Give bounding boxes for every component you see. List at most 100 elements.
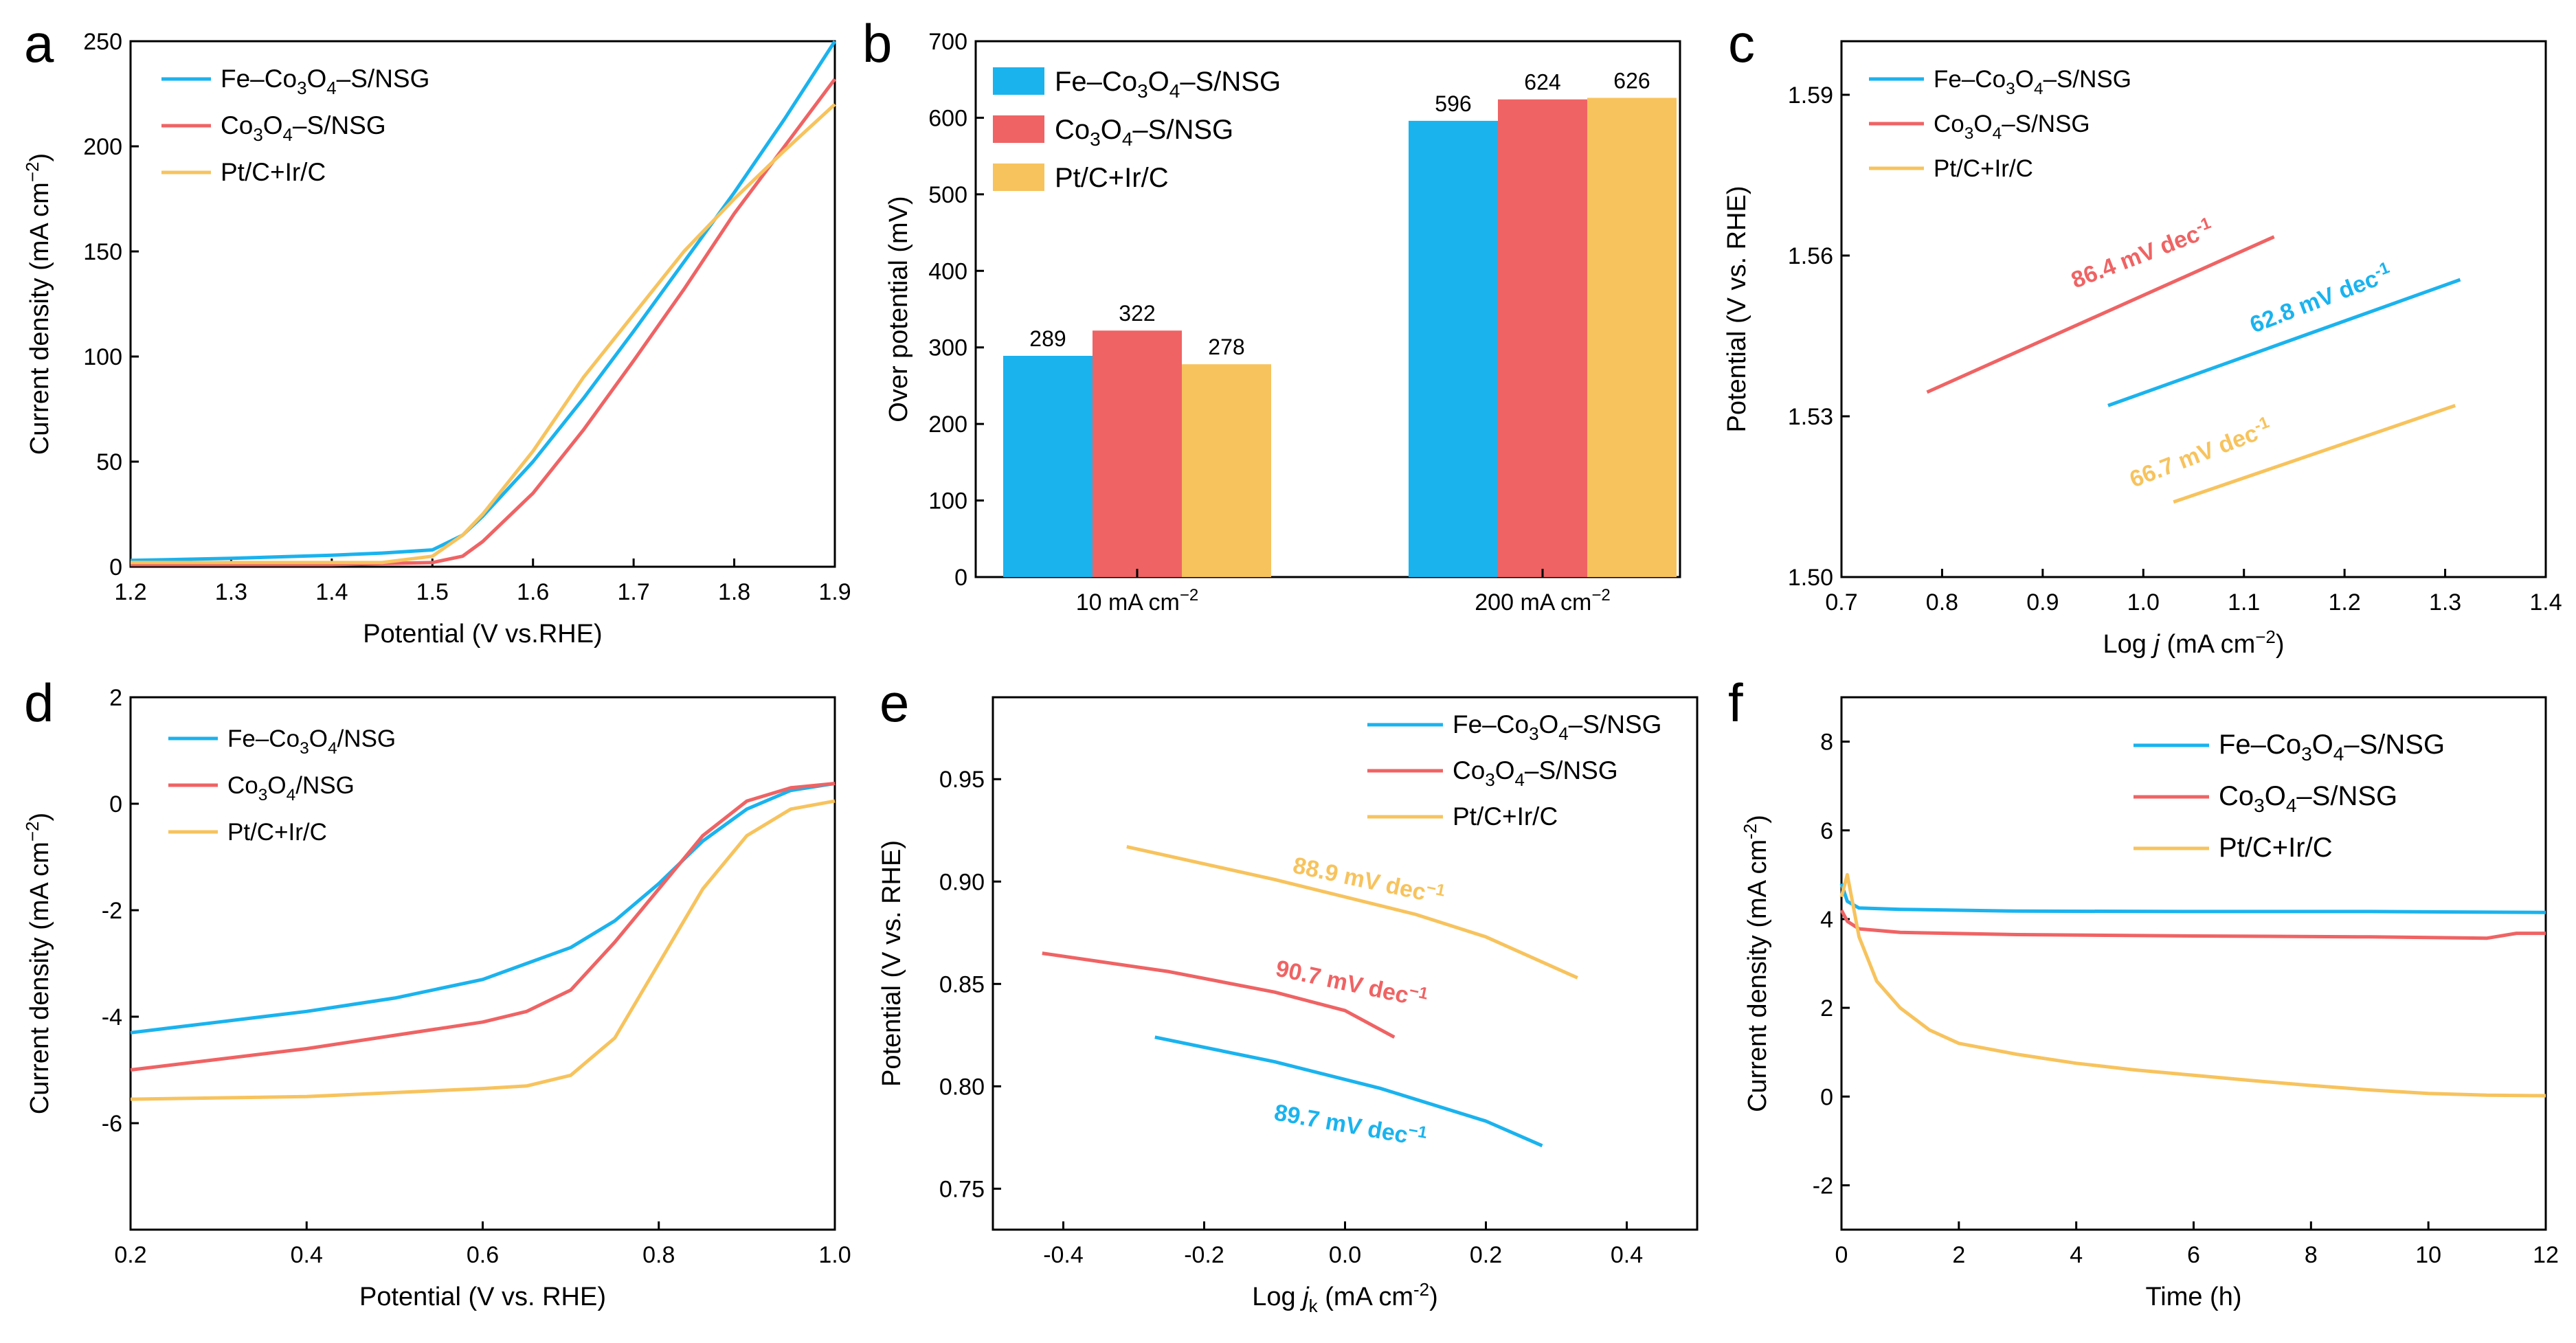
panel-letter: b (862, 13, 892, 74)
x-tick-label: -0.4 (1043, 1242, 1084, 1268)
x-tick-label: 0.7 (1825, 589, 1857, 616)
legend-sub: 4 (326, 79, 336, 98)
y-tick-label: 500 (928, 182, 967, 208)
slope-annotation: 88.9 mV dec−1 (1290, 850, 1447, 910)
legend-text: –S/NSG (1525, 756, 1618, 785)
legend-text: Fe–Co (227, 725, 300, 752)
legend-entry: Pt/C+Ir/C (1453, 802, 1558, 831)
y-tick-label: 0.80 (939, 1074, 985, 1100)
bar-value-label: 289 (1029, 326, 1066, 351)
y-tick-label: 2 (1820, 995, 1833, 1022)
series-line (1926, 235, 2275, 394)
slope-annotation: 89.7 mV dec−1 (1273, 1098, 1429, 1152)
category-sup: −2 (1591, 586, 1610, 605)
y-tick-label: 0 (109, 554, 122, 580)
category-text: 10 mA cm (1076, 589, 1180, 616)
x-tick-label: 0.2 (1470, 1242, 1502, 1268)
legend-entry: Co3O4–S/NSG (1934, 111, 2090, 143)
legend-sub: 4 (2333, 743, 2344, 765)
legend-text: –S/NSG (2344, 730, 2445, 760)
legend-text: O (1538, 710, 1558, 738)
legend-text: O (1148, 67, 1169, 97)
panel-letter: a (24, 13, 54, 74)
y-label-end: ) (25, 813, 54, 822)
slope-annotation: 62.8 mV dec-1 (2245, 258, 2395, 338)
legend-sub: 3 (2254, 795, 2265, 816)
y-tick-label: 0.95 (939, 767, 985, 793)
legend-text: O (267, 772, 286, 799)
x-axis-label: Potential (V vs. RHE) (359, 1283, 606, 1311)
x-category-label: 200 mA cm−2 (1475, 586, 1610, 616)
legend-text: –S/NSG (2002, 111, 2090, 137)
panel-d: d 0.2 0.4 0.6 0.8 1.0 -6 -4 -2 0 2 Potential (V vs.… (22, 673, 851, 1311)
legend-entry: Pt/C+Ir/C (2219, 833, 2333, 863)
legend-sub: 3 (300, 739, 309, 758)
y-tick-label: -2 (102, 898, 122, 924)
x-tick-label: 1.9 (818, 579, 851, 605)
panel-f: f 0 2 4 6 8 10 12 -2 0 2 4 6 8 Time (h) Current density… (1728, 673, 2559, 1311)
slope-text: 89.7 mV dec (1273, 1099, 1410, 1149)
y-tick-label: 100 (83, 344, 122, 370)
slope-sup: −1 (1425, 879, 1447, 901)
legend-sub: 4 (1558, 725, 1568, 744)
legend-text: O (1495, 756, 1515, 785)
legend-sub: 3 (258, 786, 268, 804)
y-tick-label: 700 (928, 29, 967, 55)
legend-text: –S/NSG (2296, 781, 2397, 811)
series-line (130, 40, 837, 563)
bar (1409, 120, 1498, 577)
x-tick-label: 1.0 (2127, 589, 2160, 616)
legend-entry: Pt/C+Ir/C (227, 819, 327, 846)
y-tick-label: 0.75 (939, 1176, 985, 1202)
x-tick-label: 6 (2187, 1242, 2200, 1268)
x-tick-label: 1.4 (2529, 589, 2562, 616)
legend-text: Co (227, 772, 258, 799)
legend-sub: 3 (1964, 124, 1974, 143)
legend-entry: Pt/C+Ir/C (221, 158, 326, 186)
legend-text: Co (1055, 115, 1090, 145)
legend-entry: Fe–Co3O4–S/NSG (2219, 730, 2445, 765)
legend-entry: Pt/C+Ir/C (1934, 155, 2033, 182)
legend-text: /NSG (295, 772, 355, 799)
y-label-end: ) (1743, 815, 1772, 824)
y-tick-label: 0.90 (939, 869, 985, 895)
legend-text: /NSG (337, 725, 396, 752)
bar (1003, 355, 1093, 577)
y-axis-label: Current density (mA cm−2) (22, 153, 54, 455)
legend-entry: Co3O4–S/NSG (1055, 115, 1233, 150)
x-tick-label: 2 (1952, 1242, 1965, 1268)
y-tick-label: 1.53 (1788, 404, 1833, 430)
slope-text: 66.7 mV dec (2126, 420, 2261, 493)
x-tick-label: 12 (2533, 1242, 2559, 1268)
y-tick-label: 4 (1820, 907, 1833, 933)
x-tick-label: 0.4 (1611, 1242, 1643, 1268)
bar (1093, 330, 1182, 577)
legend-text: –S/NSG (1569, 710, 1662, 738)
x-tick-label: 1.3 (2429, 589, 2461, 616)
x-label-text: (mA cm (2160, 630, 2255, 659)
x-axis-label: Log j (mA cm−2) (2103, 627, 2284, 659)
legend-sub: 4 (2034, 80, 2043, 98)
legend-sub: 3 (1485, 771, 1494, 790)
legend-text: Fe–Co (1055, 67, 1137, 97)
legend-entry: Fe–Co3O4–S/NSG (1453, 710, 1661, 744)
x-label-sub: k (1309, 1296, 1319, 1316)
legend-text: O (1101, 115, 1122, 145)
legend-text: Pt/C+Ir/C (227, 819, 327, 846)
legend-entry: Co3O4–S/NSG (1453, 756, 1618, 790)
series-line (130, 799, 836, 1101)
legend-sub: 4 (1169, 80, 1180, 102)
series-line (130, 782, 836, 1072)
legend-text: Fe–Co (1453, 710, 1529, 738)
legend-sub: 3 (1137, 80, 1148, 102)
series-line (131, 78, 837, 567)
bar-value-label: 322 (1119, 301, 1155, 326)
legend-text: O (263, 111, 283, 139)
legend-text: –S/NSG (293, 111, 386, 139)
series-line (1839, 872, 2546, 1098)
y-tick-label: 200 (83, 134, 122, 160)
legend-text: –S/NSG (337, 65, 430, 93)
legend-sub: 3 (2006, 80, 2015, 98)
y-axis-label: Over potential (mV) (884, 196, 913, 422)
x-tick-label: 0.9 (2026, 589, 2059, 616)
